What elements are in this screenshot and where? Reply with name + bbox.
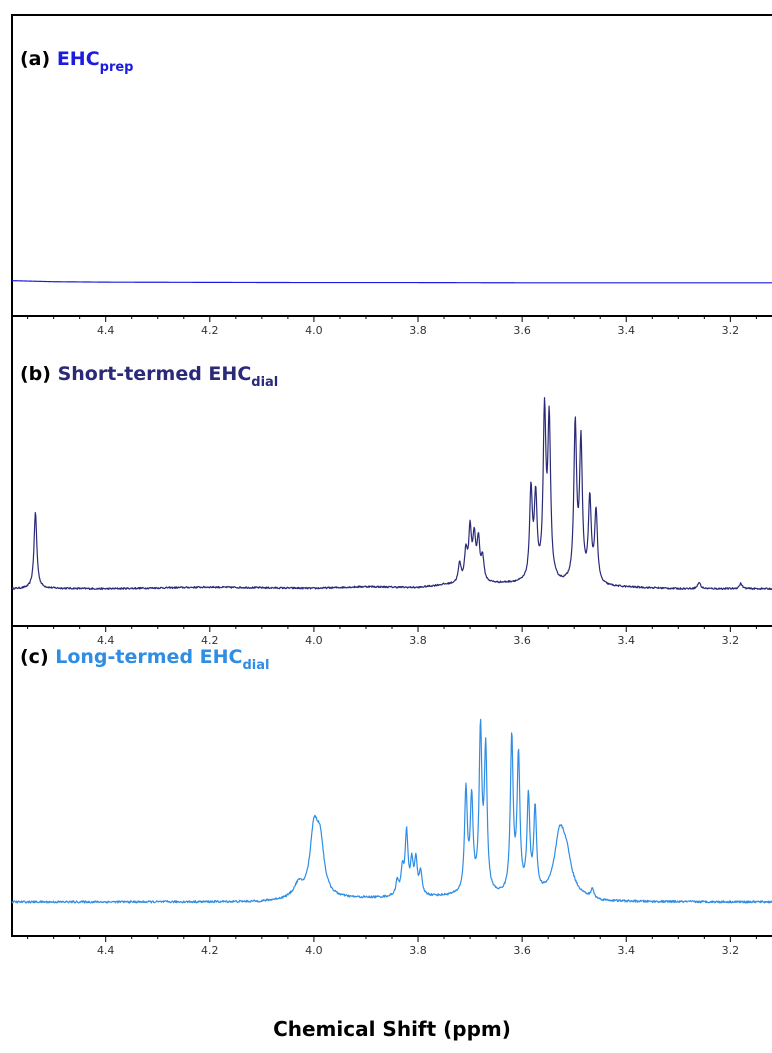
x-tick-label: 3.6 — [513, 944, 531, 957]
panel-c-x-axis: 4.4 4.2 4.0 3.8 3.6 3.4 3.2 — [27, 936, 757, 957]
panel-b-label: (b) Short-termed EHCdial — [20, 363, 278, 390]
x-tick-label: 3.8 — [409, 634, 427, 647]
panel-a: (a) EHCprep 4.4 4.2 4.0 3.8 3.6 3.4 3.2 — [11, 14, 772, 337]
x-tick-label: 3.8 — [409, 324, 427, 337]
x-tick-label: 4.4 — [97, 944, 115, 957]
panel-c-label: (c) Long-termed EHCdial — [20, 646, 270, 673]
panel-c-name: Long-termed EHC — [55, 646, 242, 668]
x-tick-label: 4.2 — [201, 634, 219, 647]
x-tick-label: 4.0 — [305, 944, 323, 957]
x-tick-label: 4.0 — [305, 634, 323, 647]
panel-b-x-axis: 4.4 4.2 4.0 3.8 3.6 3.4 3.2 — [27, 626, 757, 647]
panel-b-label-prefix: (b) — [20, 363, 58, 385]
panel-b: (b) Short-termed EHCdial 4.4 4.2 4.0 3.8 3.6… — [11, 315, 772, 647]
panel-c-label-prefix: (c) — [20, 646, 55, 668]
x-tick-label: 4.4 — [97, 324, 115, 337]
panel-c-frame — [11, 625, 772, 937]
x-tick-label: 3.8 — [409, 944, 427, 957]
panel-a-name-sub: prep — [100, 60, 134, 75]
panel-c: (c) Long-termed EHCdial 4.4 4.2 4.0 3.8 3.6 3… — [11, 625, 772, 957]
x-tick-label: 3.6 — [513, 324, 531, 337]
x-tick-label: 3.2 — [722, 944, 740, 957]
x-tick-label: 4.2 — [201, 324, 219, 337]
x-tick-label: 4.2 — [201, 944, 219, 957]
panel-a-name: EHC — [57, 48, 100, 70]
x-tick-label: 4.4 — [97, 634, 115, 647]
x-axis-title: Chemical Shift (ppm) — [273, 1017, 511, 1041]
x-tick-label: 3.4 — [617, 944, 635, 957]
x-tick-label: 3.2 — [722, 324, 740, 337]
x-tick-label: 3.4 — [617, 324, 635, 337]
x-tick-label: 4.0 — [305, 324, 323, 337]
panel-b-name: Short-termed EHC — [58, 363, 252, 385]
x-tick-label: 3.2 — [722, 634, 740, 647]
panel-a-label-prefix: (a) — [20, 48, 57, 70]
x-tick-label: 3.6 — [513, 634, 531, 647]
panel-c-name-sub: dial — [243, 658, 270, 673]
x-tick-label: 3.4 — [617, 634, 635, 647]
panel-c-spectrum — [11, 718, 772, 904]
panel-a-spectrum — [11, 280, 772, 284]
panel-a-x-axis: 4.4 4.2 4.0 3.8 3.6 3.4 3.2 — [27, 316, 757, 337]
panel-a-label: (a) EHCprep — [20, 48, 133, 75]
panel-b-spectrum — [11, 397, 772, 591]
panel-b-name-sub: dial — [251, 375, 278, 390]
